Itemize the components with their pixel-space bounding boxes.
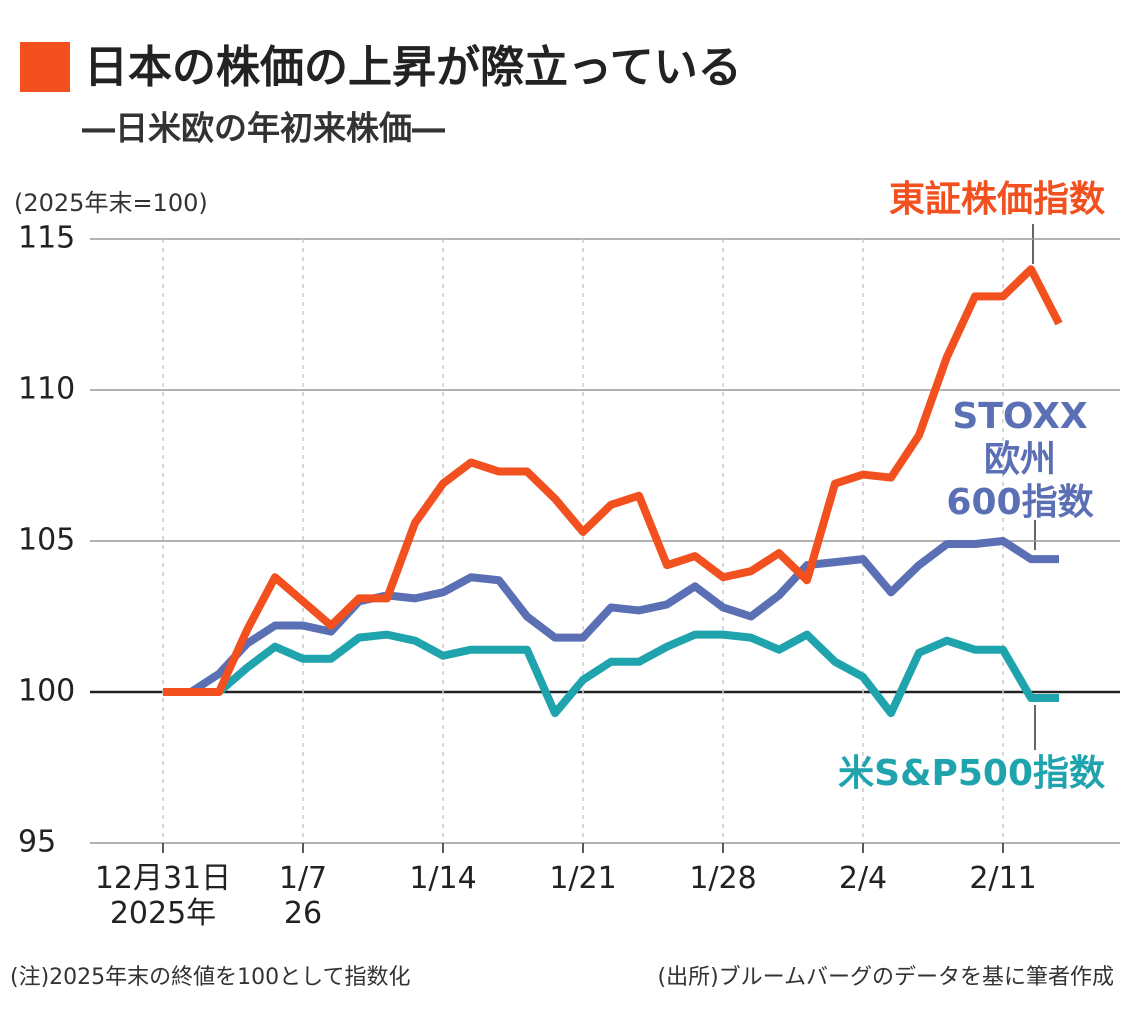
y-tick-label: 95 xyxy=(18,825,56,860)
legend-label: 米S&P500指数 xyxy=(838,753,1105,794)
y-tick-label: 100 xyxy=(18,674,75,709)
note: (注)2025年末の終値を100として指数化 xyxy=(10,965,411,990)
x-tick-label: 1/28 xyxy=(689,861,757,896)
legend-label: 東証株価指数 xyxy=(888,179,1105,220)
series-line xyxy=(163,537,1059,696)
x-tick-label: 2/11 xyxy=(969,861,1037,896)
title-marker xyxy=(20,42,70,92)
legend-label: STOXX 欧州 600指数 xyxy=(946,396,1094,524)
chart-title: 日本の株価の上昇が際立っている xyxy=(84,42,742,93)
x-tick-label: 2/4 xyxy=(838,861,888,896)
series-line xyxy=(163,265,1063,696)
source: (出所)ブルームバーグのデータを基に筆者作成 xyxy=(657,965,1114,990)
x-tick-label: 1/14 xyxy=(409,861,477,896)
x-tick-label: 12月31日 2025年 xyxy=(94,861,232,931)
y-tick-label: 110 xyxy=(18,372,75,407)
x-tick-label: 1/7 26 xyxy=(278,861,328,931)
chart-subtitle: ―日米欧の年初来株価― xyxy=(82,109,445,148)
y-tick-label: 115 xyxy=(18,221,75,256)
y-axis-label: (2025年末=100) xyxy=(14,189,208,217)
series-line xyxy=(163,630,1059,718)
x-tick-label: 1/21 xyxy=(549,861,617,896)
y-tick-label: 105 xyxy=(18,523,75,558)
